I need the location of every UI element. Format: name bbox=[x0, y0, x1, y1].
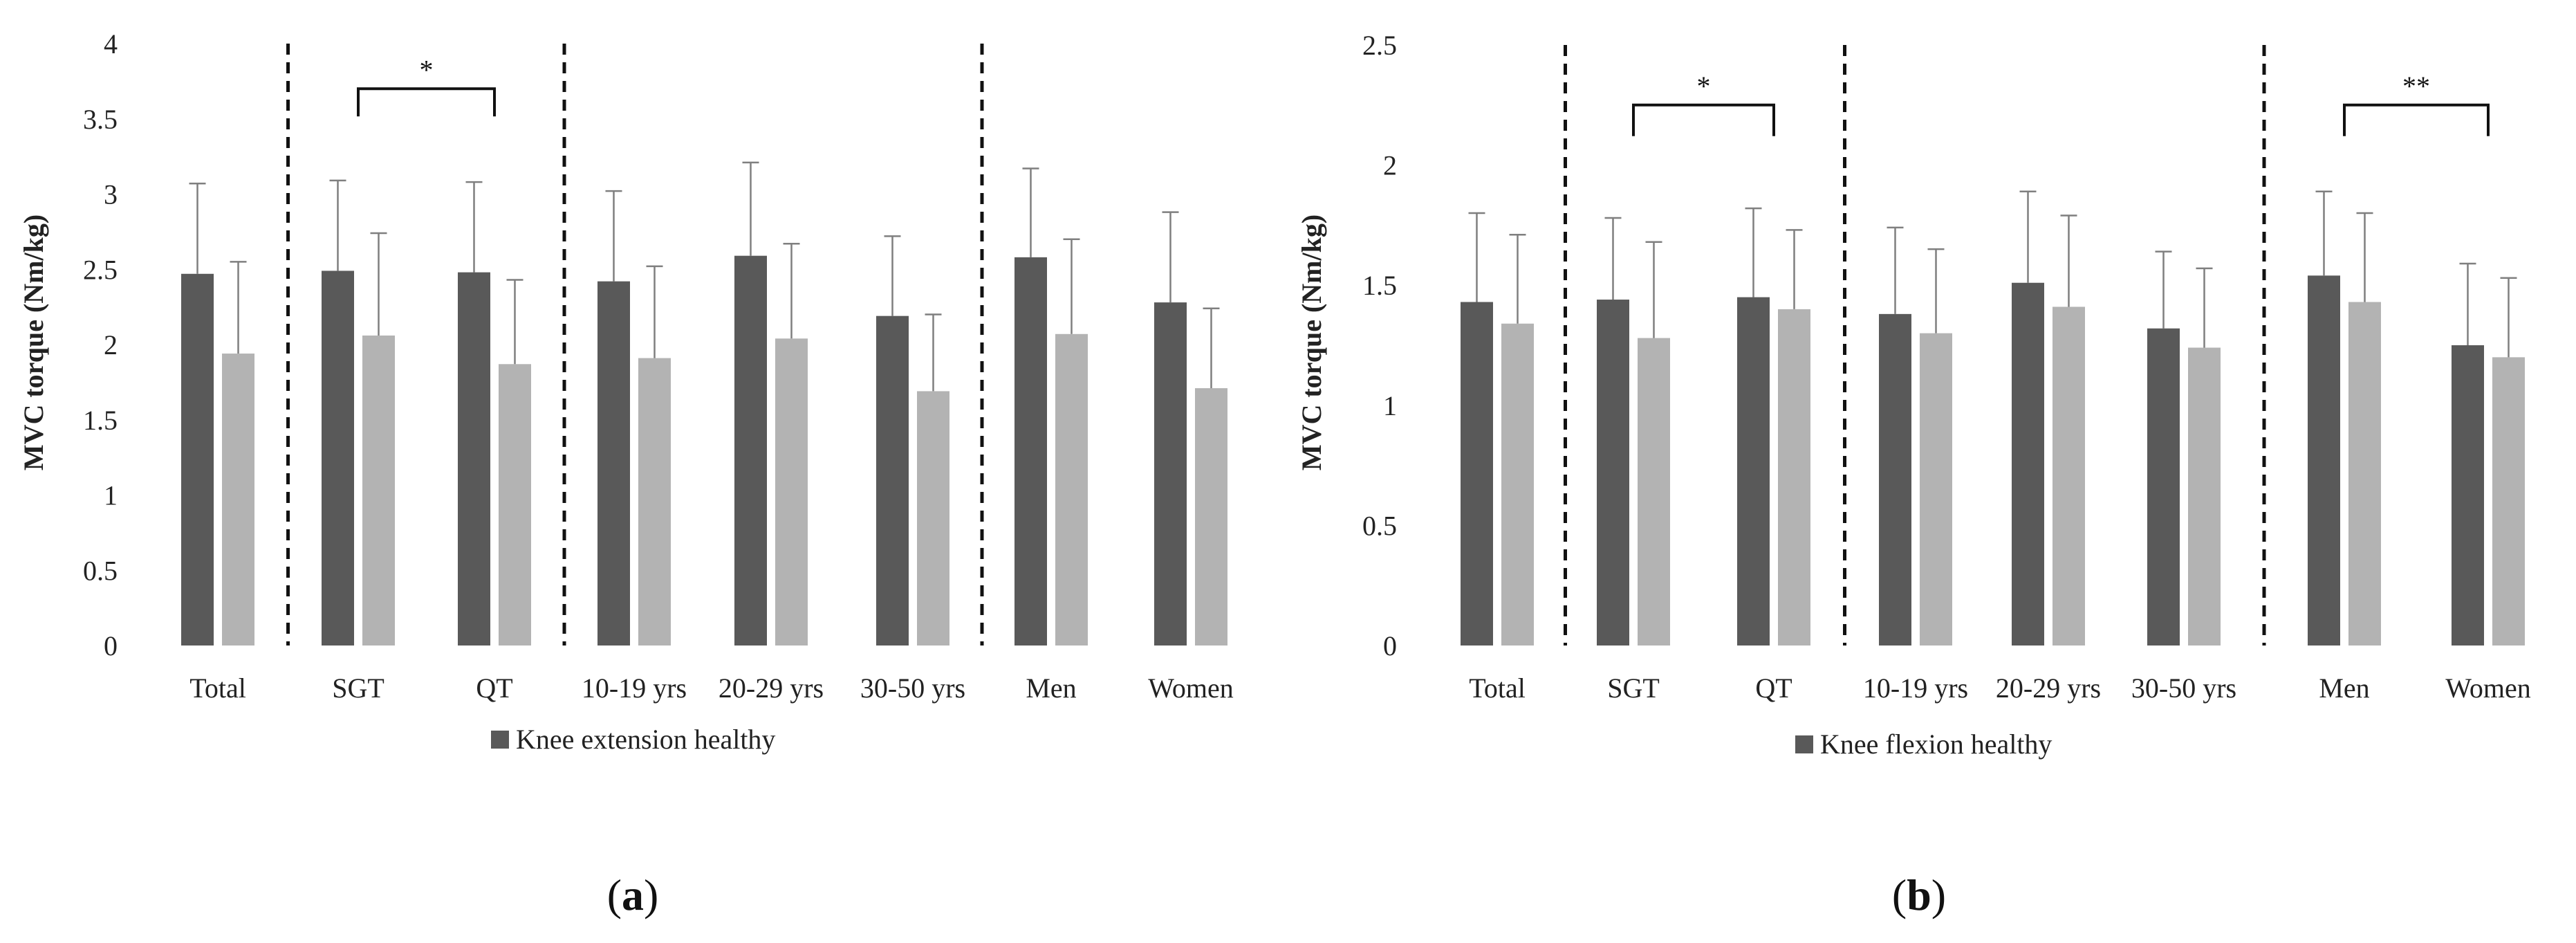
legend-swatch bbox=[1795, 735, 1813, 753]
bar-healthy bbox=[458, 272, 490, 646]
x-category-label: Women bbox=[1148, 672, 1233, 704]
y-axis-label: MVC torque (Nm/kg) bbox=[1296, 214, 1327, 470]
bar-healthy bbox=[1879, 313, 1911, 646]
bar-injured bbox=[2188, 347, 2221, 646]
x-category-label: 30-50 yrs bbox=[860, 672, 965, 704]
bar-injured bbox=[499, 364, 531, 646]
separators bbox=[1564, 45, 2266, 646]
significance-bracket bbox=[357, 87, 496, 117]
bar-injured bbox=[1055, 333, 1088, 646]
y-tick-label: 0.5 bbox=[1362, 510, 1397, 541]
panel-label: (a) bbox=[607, 870, 659, 919]
category-labels: Total SGT QT 10-19 yrs 20-29 yrs 30-50 yrs Men… bbox=[1469, 672, 2531, 704]
legend: Knee extension healthy bbox=[491, 724, 775, 755]
y-axis-label: MVC torque (Nm/kg) bbox=[18, 214, 49, 470]
bar-healthy bbox=[2452, 345, 2484, 646]
x-category-label: SGT bbox=[1607, 672, 1660, 704]
bar-healthy bbox=[597, 281, 630, 646]
bar-healthy bbox=[322, 271, 354, 646]
x-category-label: 10-19 yrs bbox=[582, 672, 687, 704]
y-tick-label: 4 bbox=[104, 28, 118, 59]
bar-injured bbox=[2053, 306, 2085, 646]
separators bbox=[286, 44, 984, 646]
y-tick-label: 1.5 bbox=[1362, 270, 1397, 301]
bar-healthy bbox=[1461, 302, 1493, 646]
x-category-label: Total bbox=[189, 672, 246, 704]
bar-injured bbox=[1195, 388, 1227, 646]
y-tick-label: 2 bbox=[104, 329, 118, 360]
y-tick-label: 1 bbox=[104, 480, 118, 511]
bar-healthy bbox=[1597, 300, 1629, 646]
bar-healthy bbox=[2012, 282, 2044, 646]
bar-healthy bbox=[1014, 257, 1047, 646]
bar-injured bbox=[2348, 302, 2381, 646]
bar-injured bbox=[638, 358, 671, 646]
y-tick-label: 0 bbox=[104, 630, 118, 661]
significance-marker: * bbox=[1697, 71, 1711, 102]
legend-label: Knee extension healthy bbox=[516, 724, 775, 755]
bar-injured bbox=[775, 338, 808, 646]
x-category-label: 10-19 yrs bbox=[1863, 672, 1968, 704]
significance-brackets: * ** bbox=[1632, 71, 2490, 136]
bar-injured bbox=[2492, 357, 2525, 646]
significance-marker: ** bbox=[2402, 71, 2430, 102]
y-tick-labels: 0 0.5 1 1.5 2 2.5 bbox=[1362, 30, 1397, 661]
bar-injured bbox=[917, 391, 949, 646]
error-bars bbox=[189, 161, 1220, 392]
y-tick-label: 0.5 bbox=[83, 555, 118, 586]
y-tick-label: 3.5 bbox=[83, 104, 118, 135]
panel-label: (b) bbox=[1892, 870, 1946, 919]
bar-injured bbox=[222, 354, 254, 646]
y-tick-labels: 0 0.5 1 1.5 2 2.5 3 3.5 4 bbox=[83, 28, 118, 661]
significance-marker: * bbox=[420, 54, 434, 85]
bar-healthy bbox=[1154, 302, 1187, 646]
bar-healthy bbox=[1737, 297, 1770, 646]
x-category-label: Total bbox=[1469, 672, 1526, 704]
y-tick-label: 3 bbox=[104, 179, 118, 210]
legend-label: Knee flexion healthy bbox=[1820, 729, 2052, 760]
bar-injured bbox=[1501, 323, 1534, 646]
y-tick-label: 0 bbox=[1383, 630, 1397, 661]
bar-healthy bbox=[181, 273, 214, 646]
error-bars bbox=[1468, 190, 2517, 358]
x-category-label: Men bbox=[2319, 672, 2369, 704]
bar-healthy bbox=[876, 315, 909, 646]
chart-panel-b: MVC torque (Nm/kg) 00.511.522.5 * ** Tota… bbox=[1296, 30, 2531, 919]
significance-bracket bbox=[2343, 103, 2490, 136]
bar-injured bbox=[1638, 338, 1670, 646]
y-tick-label: 1 bbox=[1383, 390, 1397, 421]
chart-panel-a: MVC torque (Nm/kg) 0 0.5 1 1.5 2 2.5 3 3.5 4 * T… bbox=[18, 28, 1234, 919]
significance-brackets: * bbox=[357, 54, 496, 117]
y-tick-label: 2.5 bbox=[83, 254, 118, 285]
bar-healthy bbox=[2308, 275, 2340, 646]
y-tick-label: 2 bbox=[1383, 150, 1397, 181]
bar-healthy bbox=[2147, 328, 2180, 646]
bar-injured bbox=[1778, 309, 1810, 646]
x-category-label: Women bbox=[2445, 672, 2530, 704]
bar-injured bbox=[362, 335, 395, 646]
bars bbox=[181, 255, 1227, 646]
x-category-label: 20-29 yrs bbox=[1996, 672, 2101, 704]
x-category-label: QT bbox=[1755, 672, 1792, 704]
x-category-label: QT bbox=[476, 672, 512, 704]
legend-swatch bbox=[491, 731, 509, 749]
legend: Knee flexion healthy bbox=[1795, 729, 2052, 760]
bar-healthy bbox=[734, 255, 767, 646]
y-tick-label: 1.5 bbox=[83, 405, 118, 436]
x-category-label: 30-50 yrs bbox=[2131, 672, 2236, 704]
category-labels: Total SGT QT 10-19 yrs 20-29 yrs 30-50 yrs Men… bbox=[189, 672, 1234, 704]
bars bbox=[1461, 275, 2525, 646]
bar-injured bbox=[1920, 333, 1952, 646]
y-tick-label: 2.5 bbox=[1362, 30, 1397, 61]
significance-bracket bbox=[1632, 103, 1775, 136]
x-category-label: 20-29 yrs bbox=[719, 672, 824, 704]
x-category-label: Men bbox=[1026, 672, 1076, 704]
x-category-label: SGT bbox=[332, 672, 384, 704]
